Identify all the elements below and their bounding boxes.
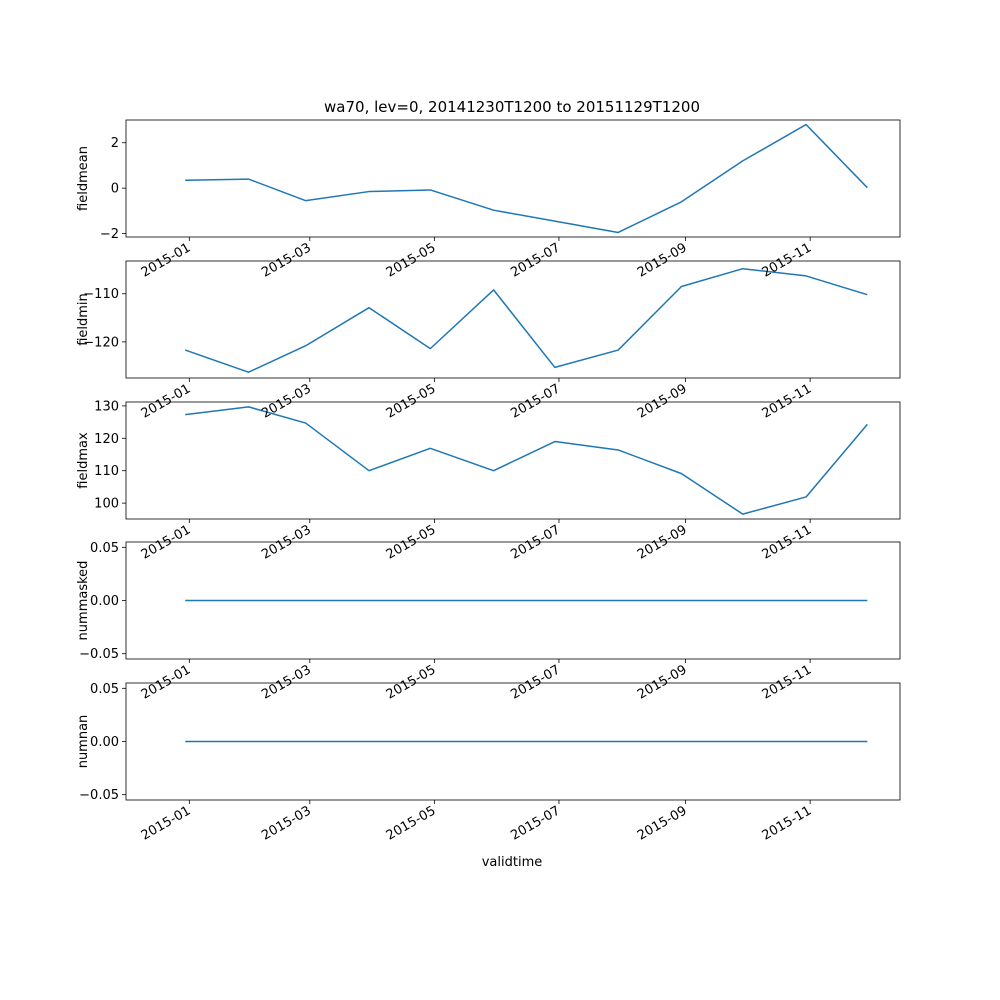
- y-tick-label: −110: [83, 287, 119, 302]
- y-tick-label: −0.05: [79, 788, 119, 803]
- x-tick-label: 2015-11: [760, 803, 815, 843]
- subplot-numnan: −0.05 0.00 0.05 numnan 2015-01 2015-03 2015-05…: [76, 682, 901, 844]
- y-axis-label: fieldmin: [76, 293, 91, 346]
- y-tick-label: −0.05: [79, 647, 119, 662]
- y-tick-label: 100: [94, 497, 119, 512]
- axes-background: [126, 261, 900, 378]
- x-tick-label: 2015-05: [384, 803, 439, 843]
- y-axis-label: fieldmean: [76, 146, 91, 211]
- y-tick-label: 120: [94, 432, 119, 447]
- y-tick-label: −2: [100, 227, 119, 242]
- y-tick-label: 0.05: [90, 682, 119, 697]
- y-tick-label: 130: [94, 399, 119, 414]
- x-tick-label: 2015-09: [635, 803, 690, 843]
- axes-background: [126, 120, 900, 237]
- x-tick-label: 2015-01: [139, 803, 194, 843]
- series-line-fieldmax: [185, 406, 868, 515]
- series-line-fieldmin: [184, 267, 868, 373]
- y-tick-label: 0.00: [90, 735, 119, 750]
- y-tick-label: 0.05: [90, 541, 119, 556]
- y-tick-label: 110: [94, 464, 119, 479]
- axes-frame: [125, 260, 901, 379]
- y-axis-label: nummasked: [76, 561, 91, 641]
- axes-frame: [125, 119, 901, 238]
- subplots: −0.05 0.00 0.05 numnan 2015-01 2015-03 2015-05…: [76, 119, 901, 844]
- y-tick-label: −120: [83, 335, 119, 350]
- x-tick-label: 2015-03: [259, 803, 314, 843]
- axes-frame: [125, 401, 901, 520]
- y-tick-label: 2: [111, 136, 119, 151]
- y-axis-label: fieldmax: [76, 432, 91, 489]
- chart-title: wa70, lev=0, 20141230T1200 to 20151129T1…: [324, 98, 700, 116]
- series-line-fieldmean: [185, 123, 868, 234]
- y-axis-label: numnan: [76, 715, 91, 769]
- axes-background: [126, 402, 900, 519]
- y-tick-label: 0.00: [90, 594, 119, 609]
- x-axis-label: validtime: [482, 855, 543, 870]
- x-tick-label: 2015-07: [508, 803, 563, 843]
- y-tick-label: 0: [111, 182, 119, 197]
